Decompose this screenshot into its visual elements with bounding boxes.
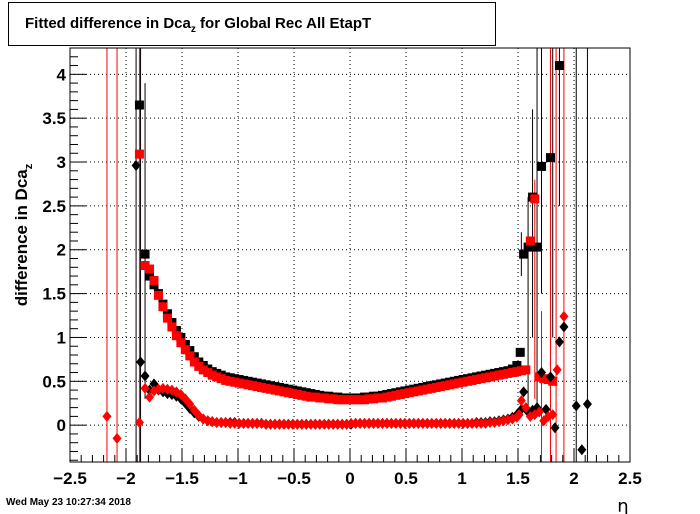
data-point-diamond bbox=[559, 321, 569, 333]
timestamp: Wed May 23 10:27:34 2018 bbox=[6, 497, 131, 508]
series-1-square bbox=[134, 149, 558, 405]
chart-title: Fitted difference in Dcaz for Global Rec… bbox=[25, 15, 371, 35]
series-0-square bbox=[134, 61, 564, 403]
data-point-diamond bbox=[571, 400, 581, 412]
y-axis-label: difference in Dcaz bbox=[12, 163, 35, 306]
data-point-square bbox=[532, 242, 542, 252]
data-point-square bbox=[512, 361, 522, 371]
data-point-diamond bbox=[521, 402, 531, 414]
data-point-diamond bbox=[131, 160, 141, 172]
x-tick-label: 2 bbox=[569, 469, 578, 488]
y-tick-label: 0 bbox=[57, 416, 66, 435]
axis-ticks bbox=[69, 47, 631, 462]
data-point-diamond bbox=[552, 364, 562, 376]
y-tick-labels: 0 0.5 1 1.5 2 2.5 3 3.5 4 bbox=[42, 65, 66, 435]
data-point-square bbox=[554, 61, 564, 71]
data-point-square bbox=[180, 345, 190, 355]
data-point-square bbox=[140, 249, 150, 259]
data-point-diamond bbox=[514, 409, 524, 421]
chart-title-subscript: z bbox=[190, 24, 196, 35]
y-axis-label-main: difference in Dca bbox=[12, 169, 31, 307]
data-point-diamond bbox=[112, 432, 122, 444]
data-point-square bbox=[149, 275, 159, 285]
data-point-diamond bbox=[548, 409, 558, 421]
x-tick-label: −2 bbox=[116, 469, 135, 488]
data-point-diamond bbox=[140, 382, 150, 394]
data-point-square bbox=[134, 100, 144, 110]
y-tick-label: 1 bbox=[57, 328, 66, 347]
x-tick-label: 0 bbox=[345, 469, 354, 488]
data-point-diamond bbox=[582, 398, 592, 410]
data-point-diamond bbox=[134, 417, 144, 429]
data-point-diamond bbox=[519, 386, 529, 398]
data-point-diamond bbox=[102, 410, 112, 422]
data-point-square bbox=[519, 249, 529, 259]
x-tick-labels: −2.5 −2 −1.5 −1 −0.5 0 0.5 1 1.5 2 2.5 bbox=[53, 469, 642, 488]
data-point-square bbox=[153, 290, 163, 300]
title-box: Fitted difference in Dcaz for Global Rec… bbox=[8, 2, 496, 46]
data-point-square bbox=[525, 236, 535, 246]
series-2-diamond bbox=[131, 160, 592, 456]
data-point-square bbox=[162, 313, 172, 323]
x-tick-label: 2.5 bbox=[618, 469, 642, 488]
y-tick-label: 2.5 bbox=[42, 197, 66, 216]
data-point-square bbox=[167, 322, 177, 332]
data-point-diamond bbox=[136, 356, 146, 368]
data-point-diamond bbox=[534, 406, 544, 418]
data-point-diamond bbox=[554, 336, 564, 348]
error-bars bbox=[106, 48, 588, 462]
data-point-diamond bbox=[140, 370, 150, 382]
data-point-diamond bbox=[537, 367, 547, 379]
x-tick-label: −2.5 bbox=[53, 469, 87, 488]
chart-title-main: Fitted difference in Dca bbox=[25, 15, 191, 32]
x-tick-label: 1 bbox=[457, 469, 466, 488]
x-tick-label: −1.5 bbox=[165, 469, 199, 488]
data-point-diamond bbox=[145, 391, 155, 403]
x-axis-label: η bbox=[617, 496, 628, 514]
y-axis-label-subscript: z bbox=[23, 163, 35, 169]
y-tick-label: 3 bbox=[57, 153, 66, 172]
data-markers bbox=[102, 61, 592, 456]
data-point-square bbox=[134, 149, 144, 159]
data-point-square bbox=[548, 376, 558, 386]
data-point-diamond bbox=[185, 398, 195, 410]
data-point-square bbox=[515, 347, 525, 357]
data-point-square bbox=[145, 264, 155, 274]
data-point-square bbox=[521, 365, 531, 375]
data-point-square bbox=[530, 194, 540, 204]
y-tick-label: 0.5 bbox=[42, 372, 66, 391]
x-tick-label: 1.5 bbox=[506, 469, 530, 488]
chart-title-rest: for Global Rec All EtapT bbox=[195, 15, 372, 32]
data-point-square bbox=[537, 161, 547, 171]
data-point-square bbox=[176, 338, 186, 348]
y-tick-label: 2 bbox=[57, 241, 66, 260]
data-point-square bbox=[523, 242, 533, 252]
data-point-diamond bbox=[559, 310, 569, 322]
x-tick-label: −1 bbox=[228, 469, 247, 488]
data-point-square bbox=[545, 153, 555, 163]
y-tick-label: 3.5 bbox=[42, 109, 66, 128]
y-tick-label: 1.5 bbox=[42, 285, 66, 304]
x-tick-label: 0.5 bbox=[394, 469, 418, 488]
series-3-diamond bbox=[102, 310, 569, 444]
data-point-diamond bbox=[577, 444, 587, 456]
gridlines bbox=[70, 48, 630, 462]
data-point-diamond bbox=[545, 371, 555, 383]
x-tick-label: −0.5 bbox=[277, 469, 311, 488]
data-point-diamond bbox=[516, 395, 526, 407]
data-point-square bbox=[185, 351, 195, 361]
data-point-square bbox=[158, 302, 168, 312]
data-point-square bbox=[171, 331, 181, 341]
y-tick-label: 4 bbox=[57, 65, 67, 84]
data-point-diamond bbox=[550, 422, 560, 434]
